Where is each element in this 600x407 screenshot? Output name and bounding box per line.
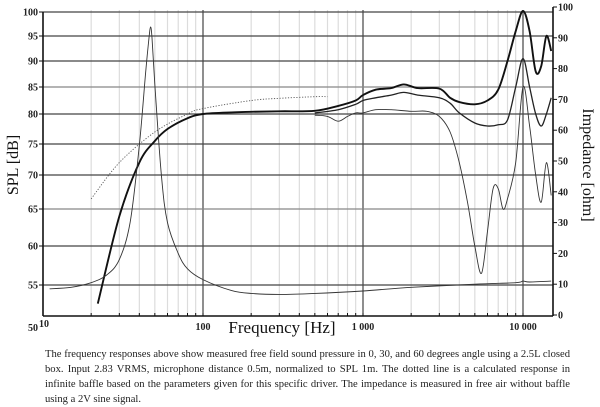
y-tick-label-right: 90 [558,33,568,44]
y-tick-label-left: 70 [28,171,38,182]
y-tick-label-left: 50 [28,323,38,334]
y-tick-label-left: 85 [28,83,38,94]
y-tick-label-right: 0 [558,311,563,322]
y-tick-label-right: 50 [558,157,568,168]
x-tick-label: 1 000 [352,322,375,333]
y-tick-label-left: 65 [28,205,38,216]
x-tick-label: 10 000 [509,322,537,333]
y-tick-label-right: 10 [558,280,568,291]
y-tick-label-right: 60 [558,126,568,137]
curve-spl-60-degrees-measured- [314,85,552,274]
data-curves [49,10,553,304]
x-axis-title: Frequency [Hz] [228,318,335,337]
x-tick-label: 10 [39,319,49,330]
curve-spl-30-degrees-measured- [314,57,552,127]
y-tick-label-left: 75 [28,140,38,151]
y-tick-label-left: 95 [28,32,38,43]
frequency-response-chart: 50 55 60 65 70 75 80 85 90 95 100 0 10 20 30 40 50 60 70 80… [5,3,596,338]
y-tick-label-right: 80 [558,64,568,75]
y-tick-label-left: 60 [28,242,38,253]
y-tick-label-left: 100 [23,8,38,19]
axes: 50 55 60 65 70 75 80 85 90 95 100 0 10 20 30 40 50 60 70 80… [23,3,573,335]
curve-spl-0-degrees-measured- [96,10,553,304]
curve-impedance [49,26,552,295]
y-tick-label-right: 40 [558,187,568,198]
curve-calculated-infinite-baffle-dotted- [90,96,328,200]
chart-caption: The frequency responses above show measu… [45,349,570,405]
grid-lines [43,10,553,316]
y-tick-label-right: 30 [558,218,568,229]
y-tick-label-right: 20 [558,249,568,260]
y-tick-label-left: 90 [28,57,38,68]
x-tick-label: 100 [196,322,211,333]
y-tick-label-left: 80 [28,110,38,121]
y-axis-title-right: Impedance [ohm] [579,108,596,221]
y-tick-label-right: 100 [558,3,573,14]
y-axis-title-left: SPL [dB] [5,135,22,195]
y-tick-label-left: 55 [28,281,38,292]
y-tick-label-right: 70 [558,95,568,106]
